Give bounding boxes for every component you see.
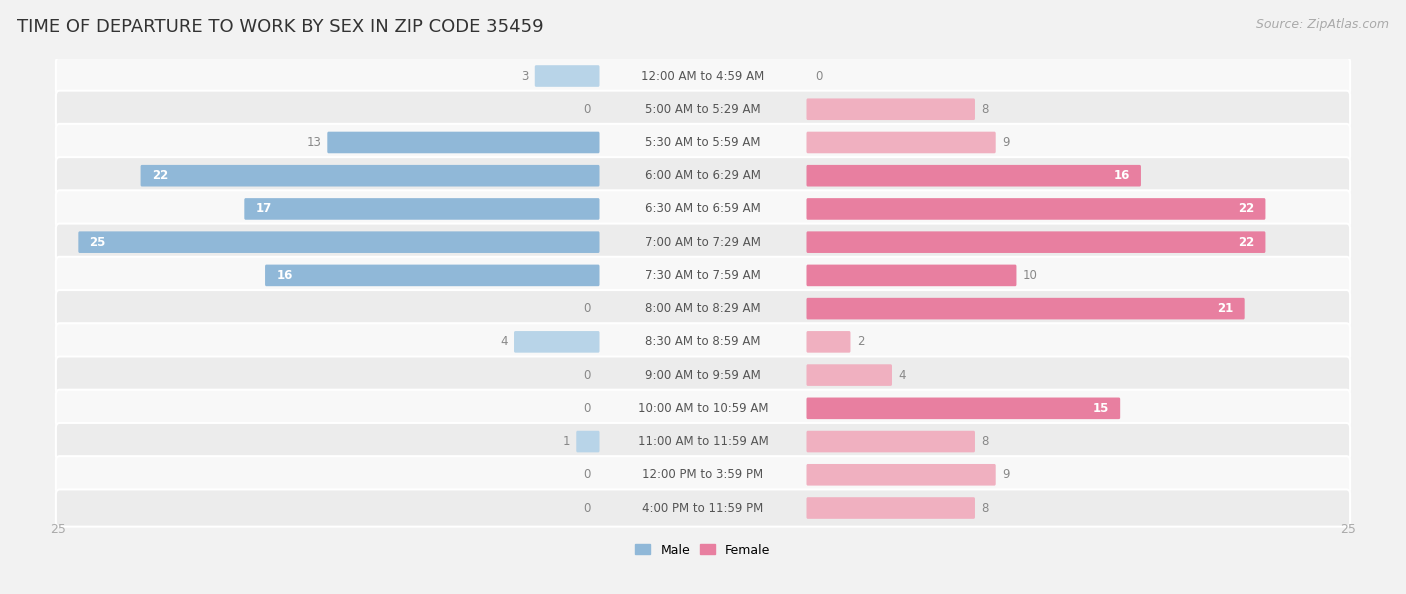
FancyBboxPatch shape bbox=[576, 431, 599, 453]
Text: 10: 10 bbox=[1022, 269, 1038, 282]
FancyBboxPatch shape bbox=[56, 58, 1350, 94]
Text: 17: 17 bbox=[256, 203, 271, 216]
FancyBboxPatch shape bbox=[807, 232, 1265, 253]
FancyBboxPatch shape bbox=[56, 489, 1350, 527]
Text: 7:00 AM to 7:29 AM: 7:00 AM to 7:29 AM bbox=[645, 236, 761, 249]
Text: 7:30 AM to 7:59 AM: 7:30 AM to 7:59 AM bbox=[645, 269, 761, 282]
FancyBboxPatch shape bbox=[807, 165, 1140, 187]
Text: 8: 8 bbox=[981, 435, 988, 448]
Text: 0: 0 bbox=[815, 69, 823, 83]
FancyBboxPatch shape bbox=[534, 65, 599, 87]
Text: 0: 0 bbox=[583, 402, 591, 415]
FancyBboxPatch shape bbox=[266, 264, 599, 286]
FancyBboxPatch shape bbox=[807, 298, 1244, 320]
FancyBboxPatch shape bbox=[56, 356, 1350, 394]
FancyBboxPatch shape bbox=[56, 290, 1350, 327]
Text: 22: 22 bbox=[1237, 203, 1254, 216]
Text: 6:30 AM to 6:59 AM: 6:30 AM to 6:59 AM bbox=[645, 203, 761, 216]
FancyBboxPatch shape bbox=[807, 397, 1121, 419]
FancyBboxPatch shape bbox=[56, 423, 1350, 460]
Text: 6:00 AM to 6:29 AM: 6:00 AM to 6:29 AM bbox=[645, 169, 761, 182]
Text: 9: 9 bbox=[1002, 468, 1010, 481]
FancyBboxPatch shape bbox=[807, 132, 995, 153]
Text: 3: 3 bbox=[522, 69, 529, 83]
Text: 9: 9 bbox=[1002, 136, 1010, 149]
Text: 25: 25 bbox=[49, 523, 66, 536]
FancyBboxPatch shape bbox=[807, 364, 891, 386]
Text: 10:00 AM to 10:59 AM: 10:00 AM to 10:59 AM bbox=[638, 402, 768, 415]
Text: 0: 0 bbox=[583, 501, 591, 514]
Text: 8: 8 bbox=[981, 501, 988, 514]
Text: 9:00 AM to 9:59 AM: 9:00 AM to 9:59 AM bbox=[645, 369, 761, 381]
FancyBboxPatch shape bbox=[807, 431, 974, 453]
Text: 12:00 AM to 4:59 AM: 12:00 AM to 4:59 AM bbox=[641, 69, 765, 83]
FancyBboxPatch shape bbox=[79, 232, 599, 253]
FancyBboxPatch shape bbox=[807, 464, 995, 485]
FancyBboxPatch shape bbox=[807, 198, 1265, 220]
Text: 16: 16 bbox=[277, 269, 292, 282]
Text: 11:00 AM to 11:59 AM: 11:00 AM to 11:59 AM bbox=[638, 435, 768, 448]
Text: 0: 0 bbox=[583, 369, 591, 381]
Text: 0: 0 bbox=[583, 103, 591, 116]
Text: 0: 0 bbox=[583, 468, 591, 481]
Text: 8:30 AM to 8:59 AM: 8:30 AM to 8:59 AM bbox=[645, 336, 761, 348]
Text: TIME OF DEPARTURE TO WORK BY SEX IN ZIP CODE 35459: TIME OF DEPARTURE TO WORK BY SEX IN ZIP … bbox=[17, 18, 544, 36]
FancyBboxPatch shape bbox=[56, 390, 1350, 427]
Text: 8: 8 bbox=[981, 103, 988, 116]
FancyBboxPatch shape bbox=[56, 91, 1350, 128]
FancyBboxPatch shape bbox=[807, 264, 1017, 286]
FancyBboxPatch shape bbox=[807, 497, 974, 519]
Text: 16: 16 bbox=[1114, 169, 1129, 182]
FancyBboxPatch shape bbox=[56, 456, 1350, 494]
FancyBboxPatch shape bbox=[328, 132, 599, 153]
Text: 5:30 AM to 5:59 AM: 5:30 AM to 5:59 AM bbox=[645, 136, 761, 149]
Text: 25: 25 bbox=[90, 236, 105, 249]
Text: 13: 13 bbox=[307, 136, 321, 149]
Text: 22: 22 bbox=[1237, 236, 1254, 249]
Legend: Male, Female: Male, Female bbox=[630, 539, 776, 561]
Text: 0: 0 bbox=[583, 302, 591, 315]
Text: 4: 4 bbox=[501, 336, 508, 348]
Text: Source: ZipAtlas.com: Source: ZipAtlas.com bbox=[1256, 18, 1389, 31]
FancyBboxPatch shape bbox=[56, 157, 1350, 194]
FancyBboxPatch shape bbox=[56, 223, 1350, 261]
Text: 22: 22 bbox=[152, 169, 169, 182]
Text: 4:00 PM to 11:59 PM: 4:00 PM to 11:59 PM bbox=[643, 501, 763, 514]
FancyBboxPatch shape bbox=[56, 323, 1350, 361]
Text: 2: 2 bbox=[856, 336, 865, 348]
Text: 5:00 AM to 5:29 AM: 5:00 AM to 5:29 AM bbox=[645, 103, 761, 116]
Text: 1: 1 bbox=[562, 435, 569, 448]
FancyBboxPatch shape bbox=[515, 331, 599, 353]
FancyBboxPatch shape bbox=[56, 124, 1350, 161]
Text: 4: 4 bbox=[898, 369, 905, 381]
FancyBboxPatch shape bbox=[245, 198, 599, 220]
Text: 21: 21 bbox=[1218, 302, 1233, 315]
FancyBboxPatch shape bbox=[141, 165, 599, 187]
Text: 12:00 PM to 3:59 PM: 12:00 PM to 3:59 PM bbox=[643, 468, 763, 481]
FancyBboxPatch shape bbox=[56, 190, 1350, 228]
Text: 8:00 AM to 8:29 AM: 8:00 AM to 8:29 AM bbox=[645, 302, 761, 315]
Text: 25: 25 bbox=[1340, 523, 1357, 536]
FancyBboxPatch shape bbox=[56, 257, 1350, 294]
FancyBboxPatch shape bbox=[807, 99, 974, 120]
Text: 15: 15 bbox=[1092, 402, 1109, 415]
FancyBboxPatch shape bbox=[807, 331, 851, 353]
